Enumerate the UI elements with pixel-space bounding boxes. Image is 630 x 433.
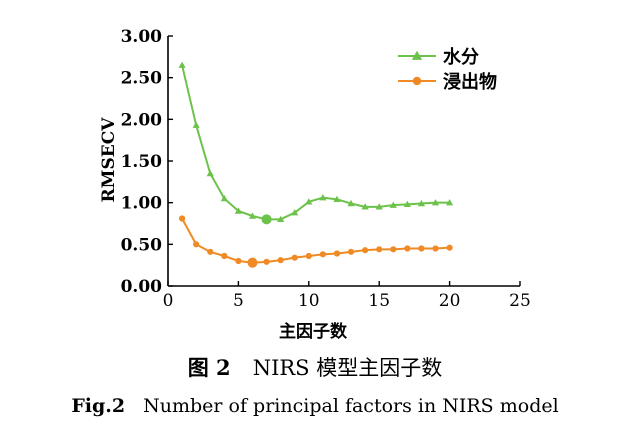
data-point [446,244,453,251]
legend-label: 浸出物 [443,71,497,93]
data-point [277,215,285,223]
data-point [221,252,228,260]
caption-chinese-text: NIRS 模型主因子数 [252,356,443,380]
data-point [235,257,242,265]
y-axis-title: RMSECV [99,117,119,203]
series-layer [178,61,454,268]
y-tick-label: 0.00 [121,277,163,297]
x-axis-title: 主因子数 [279,321,348,342]
highlight-point [247,257,258,268]
data-point [446,199,454,206]
legend-marker [412,76,422,86]
data-point [347,199,355,207]
data-point [362,247,369,254]
series-line [181,64,450,221]
legend-label: 水分 [443,46,479,68]
x-tick-label: 0 [163,291,174,311]
data-point [432,245,439,252]
data-point [305,198,313,205]
data-point [376,246,383,253]
data-point [277,257,284,264]
data-point [192,121,200,128]
data-point [333,195,341,203]
x-tick-label: 10 [298,291,320,311]
data-point [207,248,214,255]
data-point [319,194,327,201]
y-tick-label: 3.00 [121,27,163,47]
data-point [390,246,397,253]
legend-entry-2: 浸出物 [398,71,497,93]
data-point [375,203,383,210]
data-point [291,209,299,216]
data-point [347,248,355,255]
legend-entry-1: 水分 [398,46,479,68]
y-tick-label: 2.50 [121,69,163,89]
y-tick-label: 1.50 [121,152,163,172]
y-tick-label: 2.00 [121,110,163,130]
data-point [220,194,228,202]
axes: 0.00 0.50 1.00 1.50 2.00 2.50 3.00 0 5 10 15 20 25 [121,27,531,311]
data-point [389,201,397,208]
data-point [404,245,411,252]
data-point [263,258,270,265]
data-point [319,251,326,258]
x-tick-label: 25 [509,291,531,311]
series-1 [178,61,454,225]
caption-english-text: Number of principal factors in NIRS mode… [143,395,559,417]
data-point [417,199,426,207]
data-point [403,200,411,208]
x-tick-label: 15 [368,291,390,311]
data-point [178,215,186,222]
caption-english-label: Fig.2 [71,395,126,417]
legend-marker [411,50,423,60]
rmsecv-line-chart: 0.00 0.50 1.00 1.50 2.00 2.50 3.00 0 5 10 15 20 25 水… [99,27,531,342]
caption-chinese-label: 图 2 [187,355,231,380]
caption-english: Fig.2 Number of principal factors in NIRS… [0,395,630,417]
x-tick-label: 20 [439,291,461,311]
data-point [291,254,298,261]
y-tick-label: 0.50 [121,235,163,255]
data-point [193,241,200,248]
y-tick-label: 1.00 [121,194,163,214]
data-point [178,61,186,68]
data-point [333,250,341,257]
data-point [248,212,257,219]
data-point [361,203,369,210]
highlight-point [261,214,272,225]
data-point [305,252,312,260]
data-point [431,199,440,206]
data-point [206,169,214,177]
x-tick-label: 5 [233,291,244,311]
caption-chinese: 图 2 NIRS 模型主因子数 [0,352,630,382]
data-point [234,207,242,214]
data-point [418,245,425,252]
series-2 [178,215,453,268]
